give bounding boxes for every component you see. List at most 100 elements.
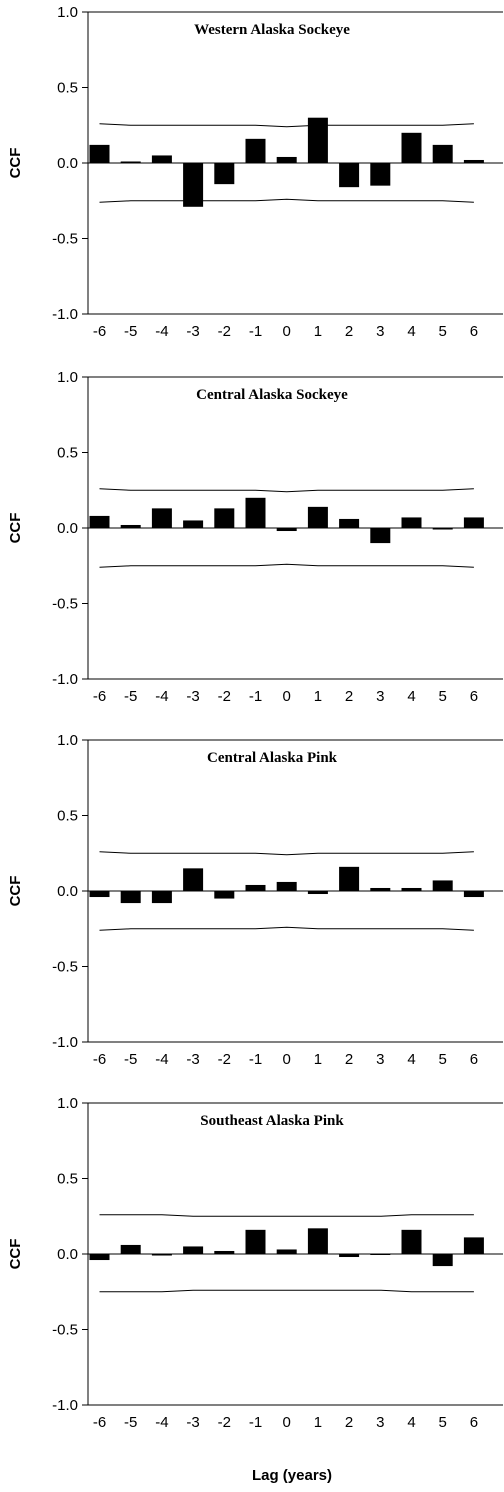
ccf-panel-1: 1.0 0.5 0.0 -0.5 -1.0 -6 -5 -4 -3 -2 -1 0 1 2 3 4 5 6 West… xyxy=(7,4,503,340)
x-tick-label: -4 xyxy=(155,1414,168,1431)
ccf-bar xyxy=(307,1228,328,1254)
ccf-bar xyxy=(245,138,266,163)
x-tick-label: 4 xyxy=(407,1414,415,1431)
y-tick-label: 0.5 xyxy=(57,1171,78,1188)
y-axis-label: CCF xyxy=(7,876,24,907)
x-tick-label: -6 xyxy=(93,1051,106,1068)
x-tick-label: 4 xyxy=(407,323,415,340)
x-tick-label: 5 xyxy=(439,323,447,340)
x-tick-label: 1 xyxy=(314,323,322,340)
x-tick-label: -1 xyxy=(249,1051,262,1068)
chart-title: Central Alaska Sockeye xyxy=(196,387,348,403)
ccf-panel-3: 1.0 0.5 0.0 -0.5 -1.0 -6 -5 -4 -3 -2 -1 0 1 2 3 4 5 6 Cent… xyxy=(7,732,503,1068)
y-tick-label: -0.5 xyxy=(52,231,78,248)
x-tick-label: -4 xyxy=(155,688,168,705)
y-tick-label: 0.5 xyxy=(57,80,78,97)
x-tick-label: 6 xyxy=(470,1051,478,1068)
y-tick-label: 1.0 xyxy=(57,369,78,386)
x-tick-label: -4 xyxy=(155,1051,168,1068)
x-tick-label: 5 xyxy=(439,1051,447,1068)
ccf-bar xyxy=(214,891,235,899)
ccf-bar xyxy=(89,891,110,898)
ccf-bar xyxy=(432,1254,453,1267)
x-tick-label: 0 xyxy=(283,1051,291,1068)
y-tick-label: 1.0 xyxy=(57,1095,78,1112)
ccf-bar xyxy=(89,1254,110,1261)
ccf-bar xyxy=(463,159,484,163)
ccf-bar xyxy=(183,163,204,207)
upper-confidence-line xyxy=(99,488,474,493)
ccf-bar xyxy=(245,1229,266,1254)
ccf-bar xyxy=(370,528,391,544)
ccf-bar xyxy=(339,866,360,891)
ccf-bar xyxy=(339,1254,360,1258)
y-tick-label: 1.0 xyxy=(57,4,78,21)
x-tick-label: 3 xyxy=(376,1051,384,1068)
ccf-bar xyxy=(370,1254,391,1255)
x-tick-label: 3 xyxy=(376,323,384,340)
ccf-bar xyxy=(276,881,297,891)
chart-title: Southeast Alaska Pink xyxy=(200,1113,344,1129)
lower-confidence-line xyxy=(99,563,474,568)
ccf-bar xyxy=(307,891,328,895)
y-tick-label: -1.0 xyxy=(52,1397,78,1414)
y-tick-label: -0.5 xyxy=(52,1322,78,1339)
x-tick-label: 0 xyxy=(283,1414,291,1431)
ccf-bar xyxy=(214,508,235,528)
ccf-bar xyxy=(307,117,328,163)
lower-confidence-line xyxy=(99,926,474,931)
x-tick-label: 0 xyxy=(283,323,291,340)
y-tick-label: 0.0 xyxy=(57,520,78,537)
ccf-bar xyxy=(463,891,484,898)
x-tick-label: -3 xyxy=(186,688,199,705)
ccf-bar xyxy=(432,144,453,163)
ccf-bar xyxy=(183,868,204,891)
x-tick-label: 3 xyxy=(376,688,384,705)
lower-confidence-line xyxy=(99,198,474,203)
upper-confidence-line xyxy=(99,123,474,128)
ccf-bar xyxy=(401,887,422,891)
ccf-panel-4: 1.0 0.5 0.0 -0.5 -1.0 -6 -5 -4 -3 -2 -1 0 1 2 3 4 5 6 Sout… xyxy=(7,1095,503,1431)
ccf-bar xyxy=(120,891,141,904)
y-tick-label: 0.0 xyxy=(57,883,78,900)
x-tick-label: 2 xyxy=(345,1051,353,1068)
ccf-bar xyxy=(120,1244,141,1254)
x-tick-label: -6 xyxy=(93,688,106,705)
x-tick-label: -2 xyxy=(218,323,231,340)
ccf-bar xyxy=(245,884,266,891)
ccf-bar xyxy=(276,1249,297,1254)
ccf-bar xyxy=(151,1254,172,1256)
x-tick-label: -1 xyxy=(249,688,262,705)
ccf-bar xyxy=(307,506,328,528)
y-axis-label: CCF xyxy=(7,1239,24,1270)
y-tick-label: -0.5 xyxy=(52,959,78,976)
x-tick-label: 2 xyxy=(345,688,353,705)
x-tick-label: 3 xyxy=(376,1414,384,1431)
x-tick-label: -5 xyxy=(124,323,137,340)
ccf-bar xyxy=(370,163,391,186)
x-tick-label: -6 xyxy=(93,1414,106,1431)
ccf-bar xyxy=(432,528,453,530)
x-tick-label: -1 xyxy=(249,1414,262,1431)
y-tick-label: 0.0 xyxy=(57,155,78,172)
ccf-bar xyxy=(432,880,453,891)
ccf-bar xyxy=(151,155,172,163)
y-tick-label: -1.0 xyxy=(52,1034,78,1051)
ccf-bar xyxy=(463,517,484,528)
x-tick-label: 2 xyxy=(345,1414,353,1431)
ccf-panel-2: 1.0 0.5 0.0 -0.5 -1.0 -6 -5 -4 -3 -2 -1 0 1 2 3 4 5 6 Cent… xyxy=(7,369,503,705)
x-tick-label: -3 xyxy=(186,1051,199,1068)
y-axis-label: CCF xyxy=(7,148,24,179)
x-tick-label: -2 xyxy=(218,688,231,705)
ccf-bar xyxy=(339,163,360,188)
x-tick-label: 1 xyxy=(314,688,322,705)
ccf-bar xyxy=(370,887,391,891)
x-tick-label: 6 xyxy=(470,688,478,705)
x-tick-label: -6 xyxy=(93,323,106,340)
ccf-bar xyxy=(120,524,141,528)
ccf-bar xyxy=(214,163,235,185)
y-tick-label: 0.5 xyxy=(57,445,78,462)
chart-title: Central Alaska Pink xyxy=(207,750,338,766)
x-tick-label: 4 xyxy=(407,688,415,705)
chart-title: Western Alaska Sockeye xyxy=(194,22,350,38)
